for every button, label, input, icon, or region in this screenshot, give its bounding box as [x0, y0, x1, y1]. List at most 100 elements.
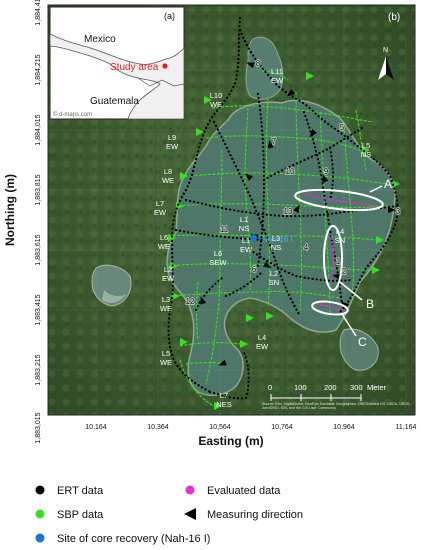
legend-direction-label: Measuring direction — [207, 509, 303, 521]
svg-text:EW: EW — [162, 274, 175, 283]
legend-evaluated-marker — [185, 485, 195, 495]
inset-study-area: Study area — [110, 62, 159, 73]
sbp-profile-line — [177, 203, 389, 209]
x-tick-label: 10,164 — [85, 424, 107, 431]
ert-direction-marker — [322, 174, 329, 183]
lake-west — [91, 264, 132, 307]
ert-profile-track — [208, 350, 250, 400]
svg-text:L10: L10 — [210, 91, 223, 100]
ert-direction-marker — [309, 129, 317, 138]
legend-sbp-label: SBP data — [57, 509, 104, 521]
svg-text:WE: WE — [160, 358, 172, 367]
svg-text:WE: WE — [210, 100, 222, 109]
ert-profile-track — [302, 110, 344, 306]
svg-text:EW: EW — [240, 245, 253, 254]
ert-track-number: 8 — [256, 59, 261, 68]
legend-direction-arrow-icon — [184, 508, 196, 520]
map-border — [47, 4, 416, 416]
lake-southeast — [339, 328, 379, 371]
sbp-direction-marker — [376, 236, 384, 244]
callout-ellipse-b — [323, 225, 343, 291]
ert-track-number: 9 — [324, 167, 329, 176]
ert-direction-marker — [218, 359, 227, 366]
ert-profile-track — [224, 270, 264, 298]
callout-ellipse-a — [294, 188, 384, 212]
inset-land — [49, 33, 185, 120]
ert-track-number: 10 — [286, 167, 295, 176]
scale-tick-200: 200 — [324, 383, 337, 392]
x-tick-label: 10,964 — [333, 424, 355, 431]
scale-tick-300: 300 — [350, 383, 363, 392]
scale-unit: Meter — [367, 383, 387, 392]
sbp-profile-line — [169, 290, 341, 299]
core-site-marker — [250, 234, 258, 242]
y-tick-label: 1,883,015 — [35, 412, 42, 443]
svg-text:NS: NS — [239, 224, 249, 233]
sbp-direction-marker — [168, 234, 176, 242]
ert-track-number: 1 — [336, 257, 341, 266]
inset-country-top: Mexico — [84, 34, 116, 45]
sbp-direction-marker — [372, 266, 380, 274]
study-area-marker — [162, 63, 168, 69]
y-tick-label: 1,884,415 — [35, 0, 42, 26]
callout-label: A — [384, 177, 392, 191]
ert-track-number: 3 — [396, 207, 401, 216]
svg-text:L3: L3 — [162, 295, 170, 304]
sbp-direction-marker — [392, 180, 400, 188]
sbp-profile-line — [343, 125, 355, 301]
ert-direction-marker — [340, 301, 349, 309]
ert-track-number: 13 — [284, 207, 293, 216]
sbp-profile-line — [319, 111, 331, 317]
y-tick-label: 1,883,615 — [35, 234, 42, 265]
svg-text:EW: EW — [166, 142, 179, 151]
lake-west-bank — [102, 290, 126, 303]
ert-direction-marker — [244, 173, 253, 181]
svg-text:L3: L3 — [272, 234, 280, 243]
svg-text:EW: EW — [271, 76, 284, 85]
attribution-box: Source: Esri, DigitalGlobe, GeoEye, Eart… — [262, 402, 410, 410]
sbp-profile-line — [295, 91, 303, 311]
svg-text:WE: WE — [162, 176, 174, 185]
y-tick-label: 1,884,015 — [35, 114, 42, 145]
svg-text:L9: L9 — [168, 133, 176, 142]
y-axis-title: Northing (m) — [3, 174, 17, 246]
svg-text:L5: L5 — [162, 349, 170, 358]
callout-ellipse-c — [311, 300, 349, 316]
svg-text:L7: L7 — [220, 391, 228, 400]
sbp-direction-marker — [180, 172, 188, 180]
ert-track-number: 6 — [252, 265, 257, 274]
north-label: N — [383, 47, 388, 54]
x-tick-label: 10,564 — [209, 424, 231, 431]
sbp-profile-line — [179, 342, 241, 347]
sbp-profile-line — [261, 70, 289, 81]
ert-profile-track — [248, 248, 354, 282]
legend-ert-label: ERT data — [57, 485, 104, 497]
inset-panel-label: (a) — [164, 11, 175, 21]
ert-profile-track — [328, 146, 335, 202]
ert-profile-track — [262, 126, 364, 182]
north-arrow-icon: N — [378, 47, 394, 80]
sbp-direction-marker — [266, 312, 274, 320]
svg-text:WE: WE — [160, 304, 172, 313]
sbp-direction-marker — [170, 262, 178, 270]
svg-text:SN: SN — [269, 278, 279, 287]
ert-profile-track — [238, 28, 399, 314]
svg-text:EW: EW — [154, 208, 167, 217]
ert-track-number: 4 — [304, 243, 309, 252]
scale-tick-0: 0 — [268, 383, 272, 392]
svg-text:L2: L2 — [270, 269, 278, 278]
x-axis-title: Easting (m) — [198, 434, 263, 448]
legend: ERT data SBP data Site of core recovery … — [35, 485, 303, 545]
panel-b-label: (b) — [388, 12, 400, 23]
legend-evaluated-label: Evaluated data — [207, 485, 281, 497]
ert-profile-track — [212, 120, 302, 318]
